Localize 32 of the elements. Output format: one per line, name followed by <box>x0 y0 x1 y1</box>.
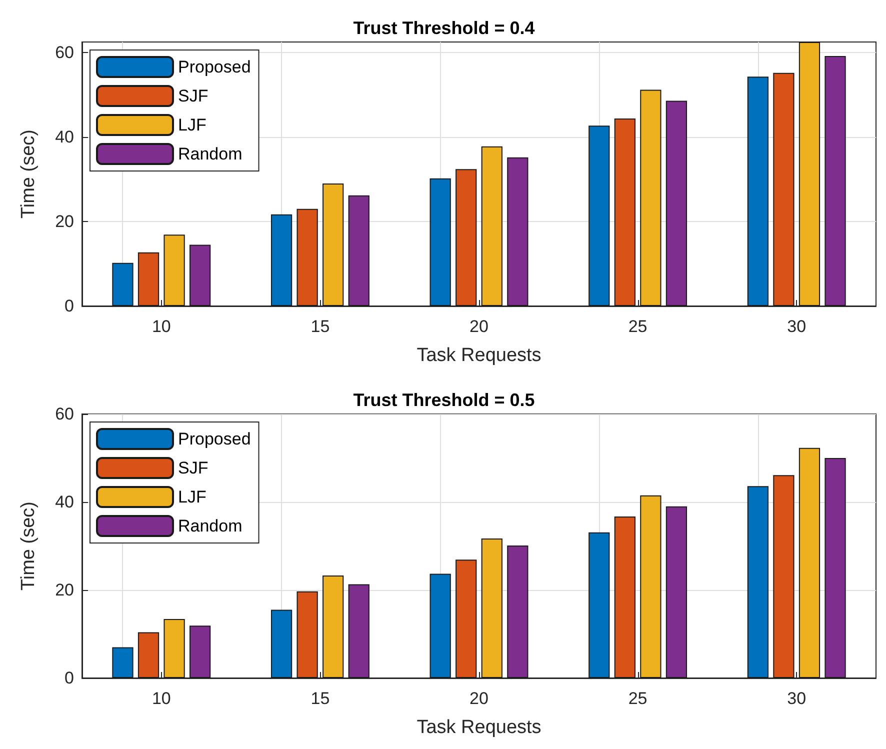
x-tick-label: 25 <box>628 317 648 336</box>
x-axis-title: Task Requests <box>416 345 542 366</box>
x-axis-title: Task Requests <box>416 717 542 738</box>
legend-label: LJF <box>178 488 206 506</box>
legend-label: SJF <box>178 86 208 106</box>
x-tick-label: 10 <box>152 689 171 708</box>
y-tick-label: 0 <box>64 296 74 316</box>
y-axis-title: Time (sec) <box>18 129 39 219</box>
y-tick-label: 40 <box>55 128 74 147</box>
legend-label: Random <box>178 516 242 536</box>
x-tick-label: 30 <box>787 317 806 336</box>
y-tick-label: 20 <box>55 212 74 232</box>
y-tick-label: 20 <box>55 580 74 600</box>
y-tick-label: 0 <box>64 668 74 688</box>
x-tick-label: 10 <box>152 317 171 336</box>
x-tick-label: 20 <box>470 317 488 336</box>
x-tick-label: 15 <box>310 317 330 336</box>
x-tick-label: 15 <box>310 689 330 708</box>
x-tick-label: 30 <box>787 689 806 708</box>
legend-label: Random <box>178 144 242 164</box>
legend-label: Proposed <box>178 430 251 448</box>
legend-label: LJF <box>178 116 206 134</box>
y-tick-label: 60 <box>55 43 74 62</box>
x-tick-label: 25 <box>628 689 648 708</box>
y-axis-title: Time (sec) <box>18 501 39 591</box>
chart-title: Trust Threshold = 0.4 <box>353 18 535 38</box>
x-tick-label: 20 <box>470 689 488 708</box>
chart-title: Trust Threshold = 0.5 <box>353 390 535 410</box>
y-tick-label: 60 <box>55 404 74 424</box>
legend-label: Proposed <box>178 58 251 76</box>
y-tick-label: 40 <box>55 492 74 512</box>
legend-label: SJF <box>178 458 208 478</box>
